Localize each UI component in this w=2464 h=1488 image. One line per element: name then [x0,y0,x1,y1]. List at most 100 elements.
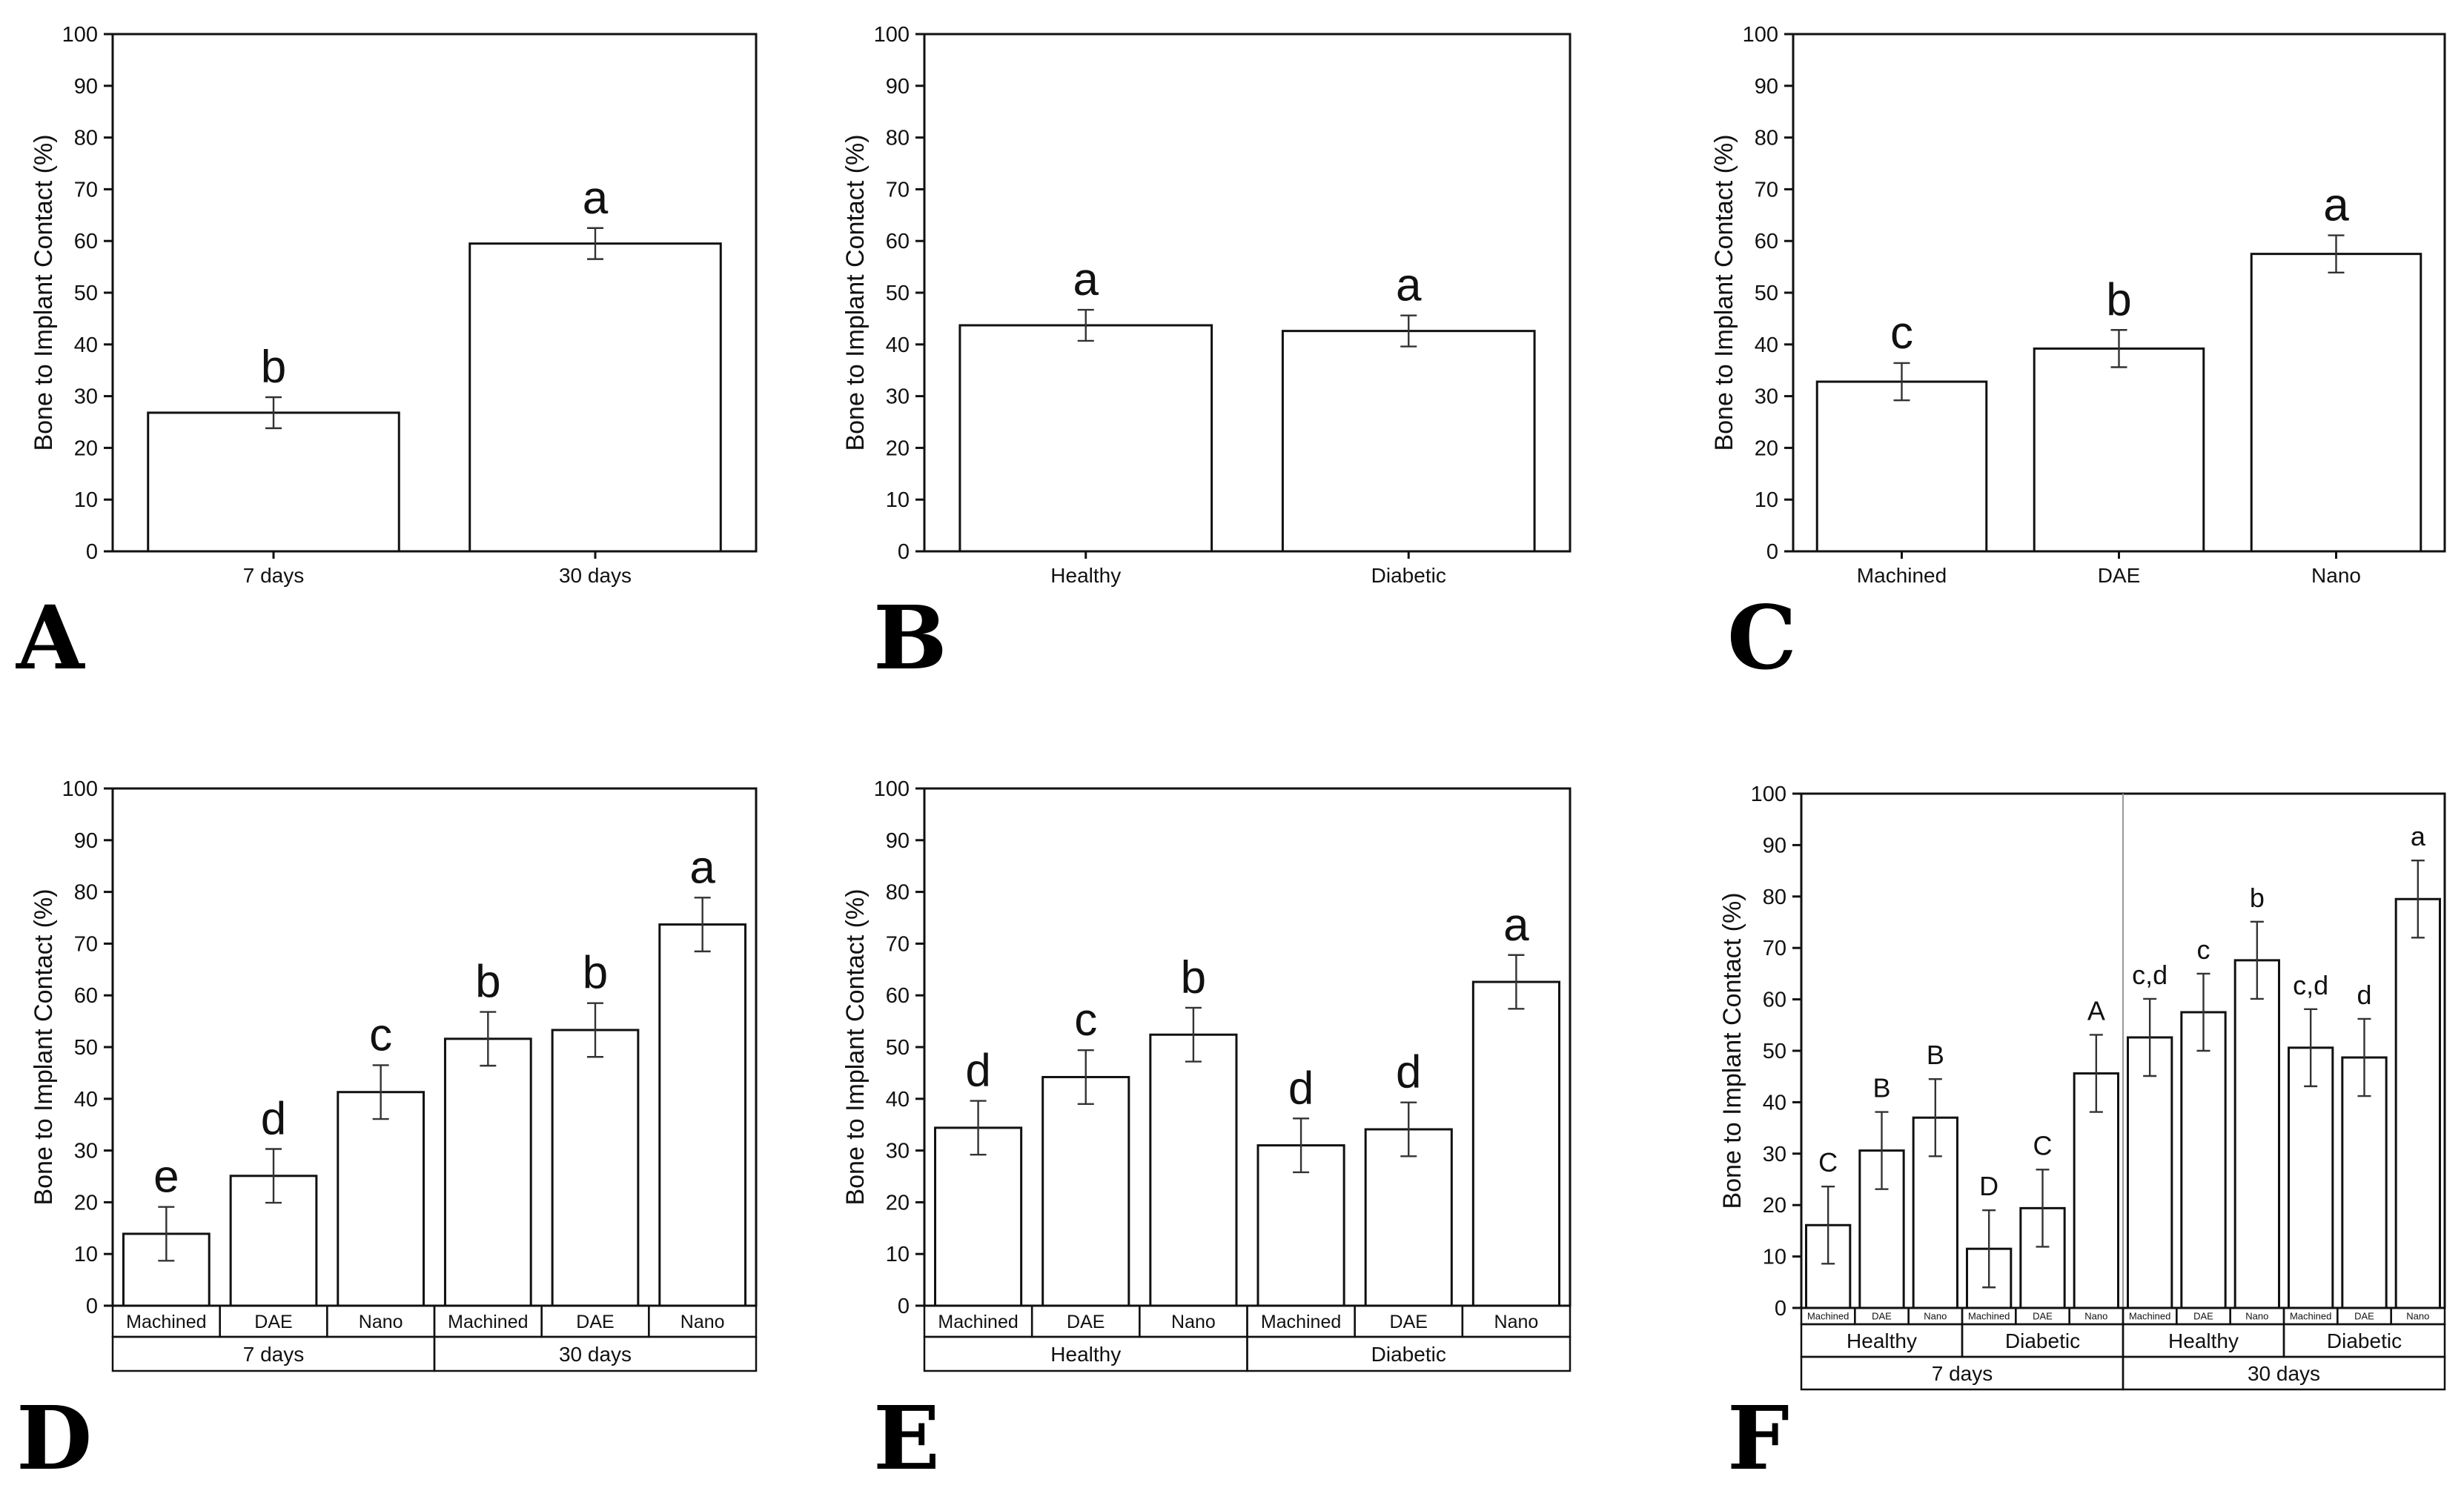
panel-b: 0 10 20 30 40 50 60 70 80 90 100 Bone to Implant Co… [841,23,1572,689]
y-tick-label: 40 [1763,1091,1786,1115]
significance-letter: c [2197,934,2210,965]
y-tick-label: 10 [1763,1246,1786,1269]
y-tick-label: 20 [886,1191,910,1215]
y-tick-label: 60 [886,984,910,1008]
x-tick-label: Machined [1261,1312,1341,1332]
group-label: Healthy [1847,1329,1917,1352]
y-tick-label: 10 [886,1243,910,1266]
panel-e: 0 10 20 30 40 50 60 70 80 90 100 Bone to Implant Co… [841,777,1572,1488]
bar [1364,1128,1453,1307]
bar [1041,1075,1130,1307]
bar [2233,959,2280,1309]
y-tick-label: 30 [74,385,98,409]
x-tick-label: Nano [1171,1312,1216,1332]
y-tick-label: 70 [886,932,910,956]
significance-letter: B [1872,1073,1890,1103]
bar [337,1091,425,1307]
y-tick-label: 0 [898,540,910,564]
significance-letter: a [689,842,715,893]
y-tick-label: 50 [74,1036,98,1060]
y-tick-label: 40 [74,1088,98,1112]
y-tick-label: 0 [1766,540,1778,564]
group-cell [1246,1335,1572,1372]
y-tick-label: 70 [1763,937,1786,960]
significance-letter: c [369,1009,392,1060]
bar [2341,1056,2388,1309]
y-tick-label: 10 [1755,488,1778,512]
y-tick-label: 80 [74,881,98,905]
x-tick-label: Nano [1494,1312,1539,1332]
y-axis-label: Bone to Implant Contact (%) [30,134,58,451]
significance-letter: d [965,1046,990,1097]
y-tick-label: 20 [1755,436,1778,460]
panel-c: 0 10 20 30 40 50 60 70 80 90 100 Bone to Implant Co… [1710,23,2446,689]
significance-letter: e [153,1152,179,1203]
y-tick-label: 80 [1755,127,1778,150]
y-tick-label: 90 [886,829,910,853]
significance-letter: c,d [2132,960,2167,990]
y-tick-label: 50 [1755,282,1778,305]
y-tick-label: 90 [74,75,98,99]
y-tick-label: 80 [1763,886,1786,909]
panel-letter: B [873,586,947,689]
x-tick-label: Nano [2245,1311,2268,1322]
y-tick-label: 30 [74,1140,98,1163]
y-tick-label: 40 [1755,333,1778,357]
panel-letter: E [873,1386,940,1488]
y-tick-label: 0 [86,540,98,564]
bar [1281,330,1536,553]
y-tick-label: 70 [74,932,98,956]
significance-letter: b [2106,274,2131,325]
significance-letter: b [475,957,500,1008]
significance-letter: b [1181,952,1206,1003]
bar [2288,1046,2334,1309]
y-tick-label: 50 [1763,1040,1786,1063]
y-tick-label: 60 [74,984,98,1008]
group-cell [2122,1355,2446,1391]
bar [468,242,722,553]
group-label: Healthy [1050,1343,1121,1366]
y-tick-label: 80 [886,127,910,150]
y-tick-label: 100 [1743,23,1778,47]
y-tick-label: 80 [74,127,98,150]
bar [658,923,747,1307]
bar [443,1037,532,1307]
significance-letter: D [1979,1171,1998,1201]
y-tick-label: 40 [74,333,98,357]
y-tick-label: 20 [886,436,910,460]
y-tick-label: 100 [62,23,98,47]
y-axis-label: Bone to Implant Contact (%) [1718,892,1746,1209]
y-tick-label: 30 [1763,1143,1786,1166]
panel-letter: A [16,586,85,689]
bar [1815,380,1988,553]
y-tick-label: 90 [74,829,98,853]
significance-letter: c [1074,994,1097,1046]
significance-letter: a [1396,260,1422,311]
significance-letter: a [1503,900,1529,951]
y-tick-label: 100 [874,23,910,47]
y-tick-label: 50 [886,1036,910,1060]
x-tick-label: DAE [2354,1311,2374,1322]
significance-letter: a [583,173,609,224]
y-tick-label: 40 [886,333,910,357]
y-tick-label: 30 [1755,385,1778,409]
y-tick-label: 60 [1755,230,1778,253]
x-tick-label: Nano [2406,1311,2429,1322]
y-tick-label: 80 [886,881,910,905]
y-tick-label: 30 [886,1140,910,1163]
x-tick-label: Machined [938,1312,1018,1332]
x-tick-label: Machined [2129,1311,2170,1322]
significance-letter: b [583,948,608,999]
significance-letter: b [2250,883,2265,913]
group-label: 30 days [559,1343,632,1366]
y-tick-label: 70 [74,178,98,202]
significance-letter: a [2411,821,2426,851]
y-tick-label: 20 [74,1191,98,1215]
bar [2180,1011,2227,1309]
group-label: Diabetic [2005,1329,2080,1352]
x-tick-label: DAE [254,1312,292,1332]
panel-f: 0 10 20 30 40 50 60 70 80 90 100 Bone to Implant Co… [1718,783,2446,1488]
significance-letter: d [261,1094,286,1145]
y-tick-label: 60 [886,230,910,253]
